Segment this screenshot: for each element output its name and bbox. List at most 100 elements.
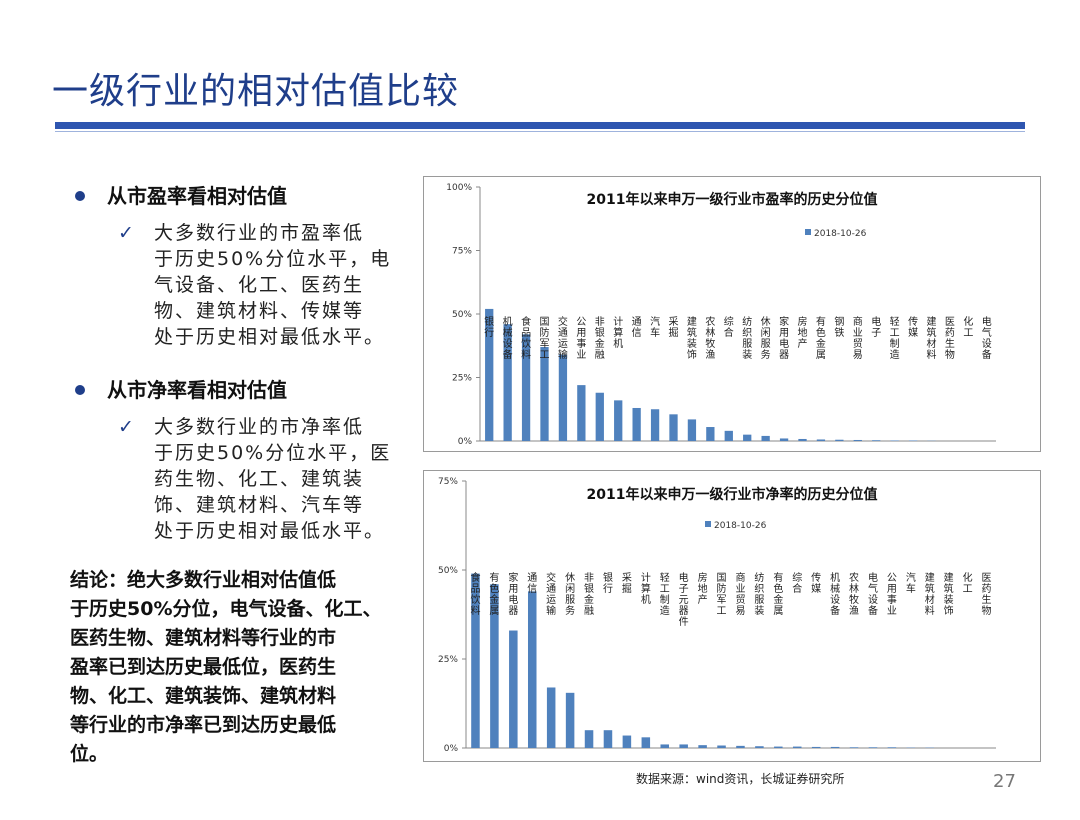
bar [736,745,745,748]
bar [614,400,623,441]
section-1-line: 气设备、化工、医药生 [154,274,365,296]
section-1-line: 大多数行业的市盈率低 [154,222,365,244]
category-label: 国防军工 [540,316,550,361]
bar [527,591,537,748]
bar [779,438,789,441]
category-label: 建筑装饰 [944,571,954,617]
legend-label: 2018-10-26 [814,229,867,239]
bar [908,440,918,441]
bar [830,746,840,748]
bar [724,430,733,441]
category-label: 有色金属 [816,315,826,361]
y-tick-label: 100% [446,183,472,193]
checkmark-icon: ✓ [118,416,134,438]
section-2-heading: 从市净率看相对估值 [75,374,287,403]
pe-percentile-chart: 0% 25% 50% 75% 100% 2011年以来申万一级行业市盈率的历史分位值 201… [446,183,996,447]
section-1-paragraph: 大多数行业的市盈率低 于历史50%分位水平，电 气设备、化工、医药生 物、建筑材… [154,220,416,350]
category-label: 银行 [484,315,494,339]
category-label: 计算机 [613,315,623,350]
section-1-heading: 从市盈率看相对估值 [75,180,287,209]
section-1-line: 于历史50%分位水平，电 [154,248,392,270]
category-label: 有色金属 [489,571,499,617]
pe-chart-panel: 0% 25% 50% 75% 100% 2011年以来申万一级行业市盈率的历史分位值 201… [423,176,1041,452]
bar [792,746,802,748]
category-label: 汽车 [650,315,660,339]
category-label: 家用电器 [779,315,789,361]
y-tick-label: 25% [438,655,458,665]
category-label: 医药生物 [945,316,955,361]
y-tick-label: 0% [444,744,459,754]
bar [503,324,512,441]
slide-title: 一级行业的相对估值比较 [52,71,460,112]
bar [717,745,726,748]
bar [868,747,878,748]
category-label: 通信 [632,316,642,339]
bar [706,427,715,441]
category-label: 交通运输 [558,315,568,361]
category-label: 机械设备 [503,315,513,361]
conclusion-line: 等行业的市净率已到达历史最低 [70,714,337,736]
category-label: 银行 [603,571,613,595]
y-tick-label: 75% [438,477,458,487]
bar [849,747,859,748]
category-label: 采掘 [669,316,679,339]
bar [743,434,752,441]
category-label: 房地产 [698,571,708,606]
bar [835,439,844,441]
y-tick-label: 25% [452,374,472,384]
bar [509,630,518,748]
category-label: 交通运输 [546,571,556,617]
conclusion-line: 医药生物、建筑材料等行业的市 [70,627,337,649]
category-label: 有色金属 [773,571,783,617]
category-label: 传媒 [811,572,821,595]
category-label: 电气设备 [982,315,992,361]
bar [622,735,632,748]
category-label: 电气设备 [868,571,878,617]
section-2-line: 药生物、化工、建筑装 [154,468,365,490]
section-1-heading-text: 从市盈率看相对估值 [107,184,287,208]
pb-percentile-chart: 0% 25% 50% 75% 2011年以来申万一级行业市净率的历史分位值 2018-10… [438,477,996,754]
y-tick-label: 75% [452,247,472,257]
category-label: 电子 [871,315,881,339]
legend-swatch [805,229,811,235]
conclusion-line: 结论：绝大多数行业相对估值低 [70,569,337,591]
pb-chart-panel: 0% 25% 50% 75% 2011年以来申万一级行业市净率的历史分位值 2018-10… [423,470,1041,762]
category-label: 纺织服装 [742,315,752,361]
bullet-dot-icon [75,384,85,395]
bar [679,744,688,748]
category-label: 公用事业 [576,317,586,361]
checkmark-icon: ✓ [118,222,134,244]
category-label: 建筑装饰 [687,315,697,361]
category-label: 轻工制造 [660,571,670,617]
category-label: 非银金融 [595,316,605,361]
bar [471,573,480,748]
title-rule [55,122,1025,129]
bar [650,409,660,441]
bar [521,334,531,441]
category-label: 国防军工 [717,572,727,617]
title-rule-thin [55,131,1025,132]
conclusion-line: 盈率已到达历史最低位，医药生 [70,656,337,678]
chart-title: 2011年以来申万一级行业市盈率的历史分位值 [587,191,878,208]
category-label: 农林牧渔 [849,571,859,617]
category-label: 非银金融 [584,572,594,617]
category-label: 食品饮料 [470,571,480,617]
bar [816,439,826,441]
category-label: 房地产 [798,315,808,350]
chart-title: 2011年以来申万一级行业市净率的历史分位值 [587,486,878,503]
bar [660,744,670,748]
bar [584,730,594,748]
category-label: 采掘 [622,572,632,595]
y-tick-label: 50% [438,566,458,576]
category-label: 家用电器 [508,571,518,617]
bar [641,737,651,748]
section-2-heading-text: 从市净率看相对估值 [107,378,287,402]
category-label: 传媒 [908,316,918,339]
section-2-line: 处于历史相对最低水平。 [154,520,386,542]
bar [698,745,707,748]
category-label: 化工 [963,315,973,339]
bar [890,440,899,441]
section-1-line: 物、建筑材料、传媒等 [154,300,365,322]
y-tick-label: 0% [458,437,473,447]
category-label: 医药生物 [982,572,992,617]
